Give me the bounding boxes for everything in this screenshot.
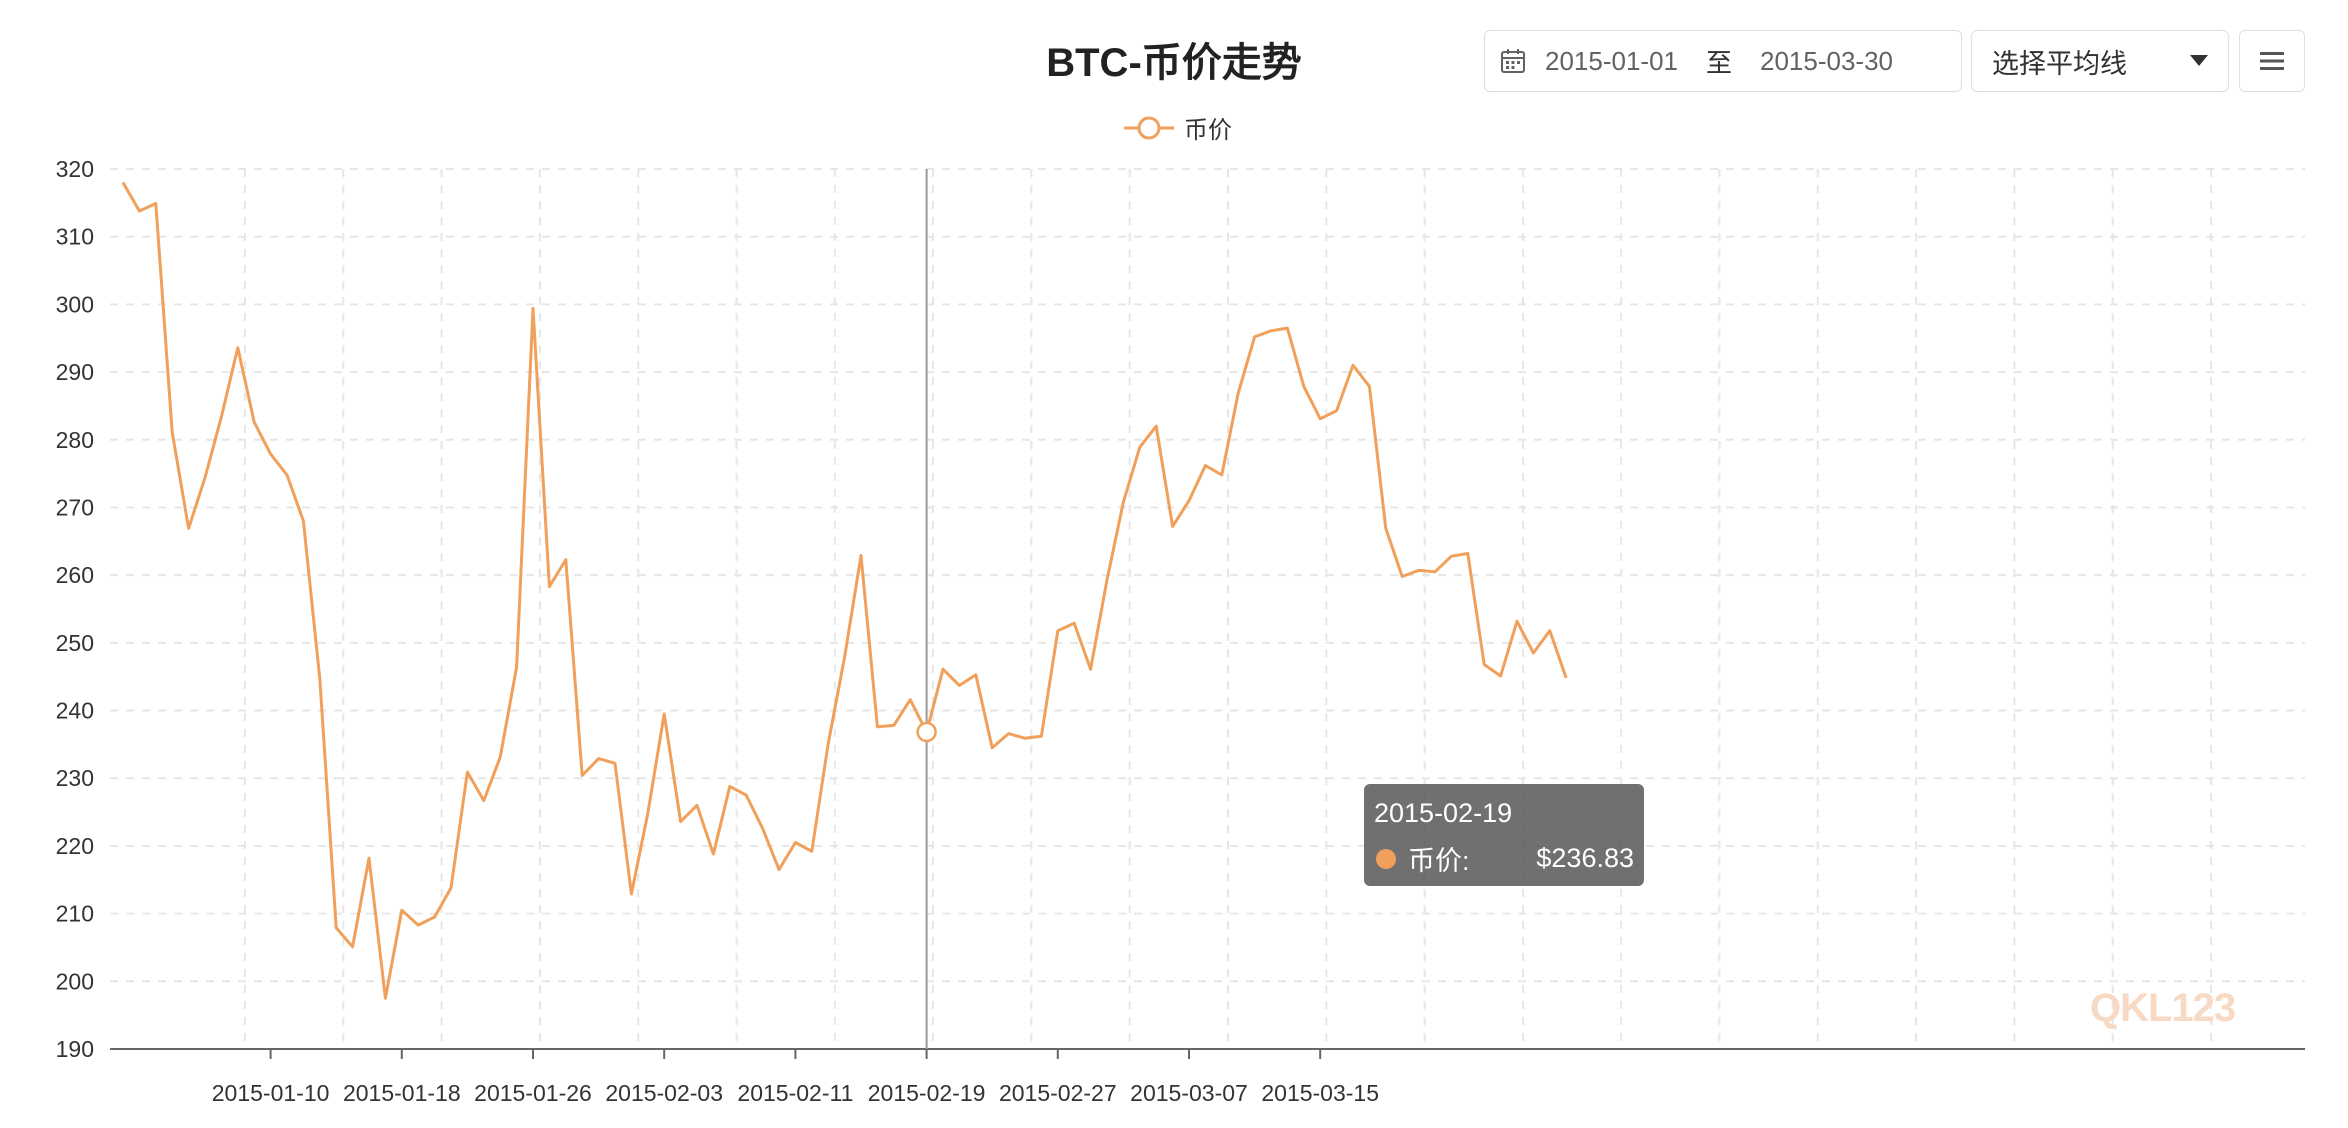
x-tick-label: 2015-01-26 [474,1080,592,1106]
legend-label: 币价 [1184,117,1232,144]
chart-tooltip: 2015-02-19 币价: $236.83 [1364,784,1644,886]
x-tick-label: 2015-02-19 [868,1080,986,1106]
hover-point [916,721,937,743]
y-tick-label: 320 [56,156,94,182]
x-axis: 2015-01-10 2015-01-18 2015-01-26 2015-02-03… [110,1048,2305,1106]
qkl123-watermark-logo: QKL123 [2090,986,2236,1030]
y-tick-label: 270 [56,494,94,520]
date-end-input[interactable]: 2015-03-30 [1760,45,1894,76]
date-start-input[interactable]: 2015-01-01 [1545,45,1678,76]
y-tick-label: 290 [56,359,94,385]
x-tick-label: 2015-02-03 [605,1080,723,1106]
caret-down-icon [2190,55,2208,66]
calendar-icon [1501,49,1525,73]
y-tick-label: 310 [56,224,94,250]
y-axis: 190 200 210 220 230 240 250 260 270 280 290 300 310 3… [56,156,94,1062]
y-tick-label: 300 [56,291,94,317]
y-tick-label: 200 [56,968,94,994]
y-tick-label: 280 [56,427,94,453]
tooltip-series-value: $236.83 [1536,843,1634,873]
tooltip-series-label: 币价: [1408,846,1470,876]
y-tick-label: 210 [56,901,94,927]
moving-average-select-label: 选择平均线 [1992,48,2127,79]
x-tick-label: 2015-01-10 [212,1080,330,1106]
y-tick-label: 190 [56,1036,94,1062]
y-tick-label: 260 [56,562,94,588]
chart-title: BTC-币价走势 [1046,41,1302,85]
hamburger-menu-icon [2260,52,2284,70]
x-tick-label: 2015-03-15 [1261,1080,1379,1106]
date-range-picker[interactable]: 2015-01-01 至 2015-03-30 [1484,30,1962,92]
y-tick-label: 220 [56,833,94,859]
x-tick-label: 2015-02-27 [999,1080,1117,1106]
tooltip-series-dot [1376,848,1396,869]
y-tick-label: 240 [56,698,94,724]
legend[interactable]: 币价 [1124,110,1232,145]
grid-lines [110,168,2305,1049]
x-tick-label: 2015-02-11 [737,1080,853,1106]
tooltip-row: 币价: $236.83 [1374,839,1634,878]
series-line-price [121,181,1568,1000]
date-range-separator: 至 [1706,47,1733,78]
tooltip-date: 2015-02-19 [1374,798,1513,828]
chart-menu-button[interactable] [2239,30,2305,92]
legend-line-icon [1124,116,1174,139]
y-tick-label: 250 [56,630,94,656]
y-tick-label: 230 [56,765,94,791]
x-tick-label: 2015-01-18 [343,1080,461,1106]
moving-average-select[interactable]: 选择平均线 [1971,30,2229,92]
x-tick-label: 2015-03-07 [1130,1080,1248,1106]
